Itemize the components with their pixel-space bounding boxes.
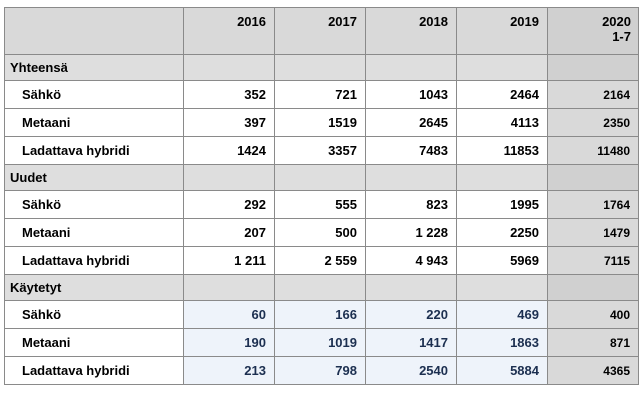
header-year-2016: 2016 — [183, 7, 275, 55]
table-row: Sähkö 60 166 220 469 400 — [4, 300, 639, 329]
value-cell: 1417 — [365, 328, 457, 357]
value-cell: 721 — [274, 80, 366, 109]
header-year-2018: 2018 — [365, 7, 457, 55]
value-cell: 3357 — [274, 136, 366, 165]
value-cell: 4113 — [456, 108, 548, 137]
value-cell-2020: 2164 — [547, 80, 639, 109]
row-label: Ladattava hybridi — [4, 136, 184, 165]
section-row-uudet: Uudet — [4, 164, 639, 191]
value-cell: 292 — [183, 190, 275, 219]
value-cell: 798 — [274, 356, 366, 385]
value-cell: 1019 — [274, 328, 366, 357]
value-cell-2020: 7115 — [547, 246, 639, 275]
header-row: 2016 2017 2018 2019 2020 1-7 — [4, 7, 639, 55]
value-cell: 2540 — [365, 356, 457, 385]
value-cell: 5969 — [456, 246, 548, 275]
section-empty-cell — [365, 274, 457, 301]
section-row-yhteensa: Yhteensä — [4, 54, 639, 81]
value-cell-2020: 871 — [547, 328, 639, 357]
section-empty-cell — [547, 274, 639, 301]
section-empty-cell — [274, 164, 366, 191]
value-cell: 1519 — [274, 108, 366, 137]
row-label: Sähkö — [4, 190, 184, 219]
value-cell: 397 — [183, 108, 275, 137]
row-label: Metaani — [4, 218, 184, 247]
value-cell: 2464 — [456, 80, 548, 109]
value-cell: 500 — [274, 218, 366, 247]
section-empty-cell — [183, 274, 275, 301]
value-cell-2020: 1479 — [547, 218, 639, 247]
value-cell: 220 — [365, 300, 457, 329]
header-2020-period: 1-7 — [612, 29, 631, 44]
value-cell: 2250 — [456, 218, 548, 247]
header-year-2019: 2019 — [456, 7, 548, 55]
row-label: Ladattava hybridi — [4, 246, 184, 275]
value-cell: 1043 — [365, 80, 457, 109]
table-row: Metaani 190 1019 1417 1863 871 — [4, 328, 639, 357]
section-empty-cell — [547, 54, 639, 81]
table-row: Sähkö 292 555 823 1995 1764 — [4, 190, 639, 219]
table-row: Ladattava hybridi 213 798 2540 5884 4365 — [4, 356, 639, 385]
value-cell: 60 — [183, 300, 275, 329]
section-empty-cell — [547, 164, 639, 191]
section-empty-cell — [183, 54, 275, 81]
table-row: Sähkö 352 721 1043 2464 2164 — [4, 80, 639, 109]
value-cell-2020: 2350 — [547, 108, 639, 137]
table-wrapper: 2016 2017 2018 2019 2020 1-7 Yhteensä Sä… — [4, 7, 639, 385]
value-cell: 1995 — [456, 190, 548, 219]
table-row: Metaani 207 500 1 228 2250 1479 — [4, 218, 639, 247]
value-cell: 823 — [365, 190, 457, 219]
section-title: Yhteensä — [4, 54, 184, 81]
table-row: Ladattava hybridi 1 211 2 559 4 943 5969… — [4, 246, 639, 275]
value-cell: 166 — [274, 300, 366, 329]
header-year-2020: 2020 1-7 — [547, 7, 639, 55]
value-cell: 213 — [183, 356, 275, 385]
value-cell: 4 943 — [365, 246, 457, 275]
header-2020-year: 2020 — [602, 14, 631, 29]
section-empty-cell — [183, 164, 275, 191]
table-row: Metaani 397 1519 2645 4113 2350 — [4, 108, 639, 137]
value-cell-2020: 1764 — [547, 190, 639, 219]
value-cell: 190 — [183, 328, 275, 357]
header-corner-cell — [4, 7, 184, 55]
value-cell: 352 — [183, 80, 275, 109]
value-cell-2020: 11480 — [547, 136, 639, 165]
section-empty-cell — [456, 274, 548, 301]
section-empty-cell — [365, 164, 457, 191]
section-empty-cell — [456, 54, 548, 81]
value-cell: 469 — [456, 300, 548, 329]
section-row-kaytetyt: Käytetyt — [4, 274, 639, 301]
value-cell: 555 — [274, 190, 366, 219]
row-label: Sähkö — [4, 80, 184, 109]
row-label: Metaani — [4, 328, 184, 357]
row-label: Metaani — [4, 108, 184, 137]
value-cell: 2 559 — [274, 246, 366, 275]
value-cell: 7483 — [365, 136, 457, 165]
section-title: Uudet — [4, 164, 184, 191]
section-empty-cell — [365, 54, 457, 81]
value-cell-2020: 400 — [547, 300, 639, 329]
value-cell: 1 211 — [183, 246, 275, 275]
value-cell: 1424 — [183, 136, 275, 165]
section-empty-cell — [274, 274, 366, 301]
value-cell: 2645 — [365, 108, 457, 137]
table-row: Ladattava hybridi 1424 3357 7483 11853 1… — [4, 136, 639, 165]
vehicle-statistics-table: 2016 2017 2018 2019 2020 1-7 Yhteensä Sä… — [4, 7, 639, 385]
header-year-2017: 2017 — [274, 7, 366, 55]
value-cell: 207 — [183, 218, 275, 247]
section-empty-cell — [274, 54, 366, 81]
row-label: Ladattava hybridi — [4, 356, 184, 385]
value-cell-2020: 4365 — [547, 356, 639, 385]
section-title: Käytetyt — [4, 274, 184, 301]
section-empty-cell — [456, 164, 548, 191]
value-cell: 1 228 — [365, 218, 457, 247]
value-cell: 11853 — [456, 136, 548, 165]
row-label: Sähkö — [4, 300, 184, 329]
value-cell: 5884 — [456, 356, 548, 385]
value-cell: 1863 — [456, 328, 548, 357]
